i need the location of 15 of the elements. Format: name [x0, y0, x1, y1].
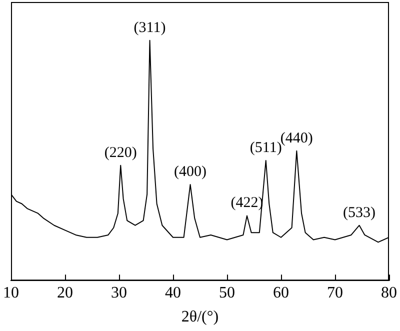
annotation: (533): [343, 204, 376, 221]
x-tick-label: 10: [3, 284, 19, 302]
x-axis-title: 2θ/(°): [181, 308, 219, 326]
annotation: (311): [134, 20, 166, 36]
x-tick-label: 50: [219, 284, 235, 302]
annotation: (511): [250, 140, 282, 156]
annotation: (400): [174, 164, 207, 180]
annotation: (220): [104, 144, 137, 161]
x-tick-label: 40: [165, 284, 181, 302]
x-tick-label: 70: [327, 284, 343, 302]
annotation: (440): [280, 130, 313, 146]
x-tick-label: 20: [57, 284, 73, 302]
x-tick-label: 80: [381, 284, 397, 302]
x-tick-label: 60: [273, 284, 289, 302]
x-tick-label: 30: [111, 284, 127, 302]
